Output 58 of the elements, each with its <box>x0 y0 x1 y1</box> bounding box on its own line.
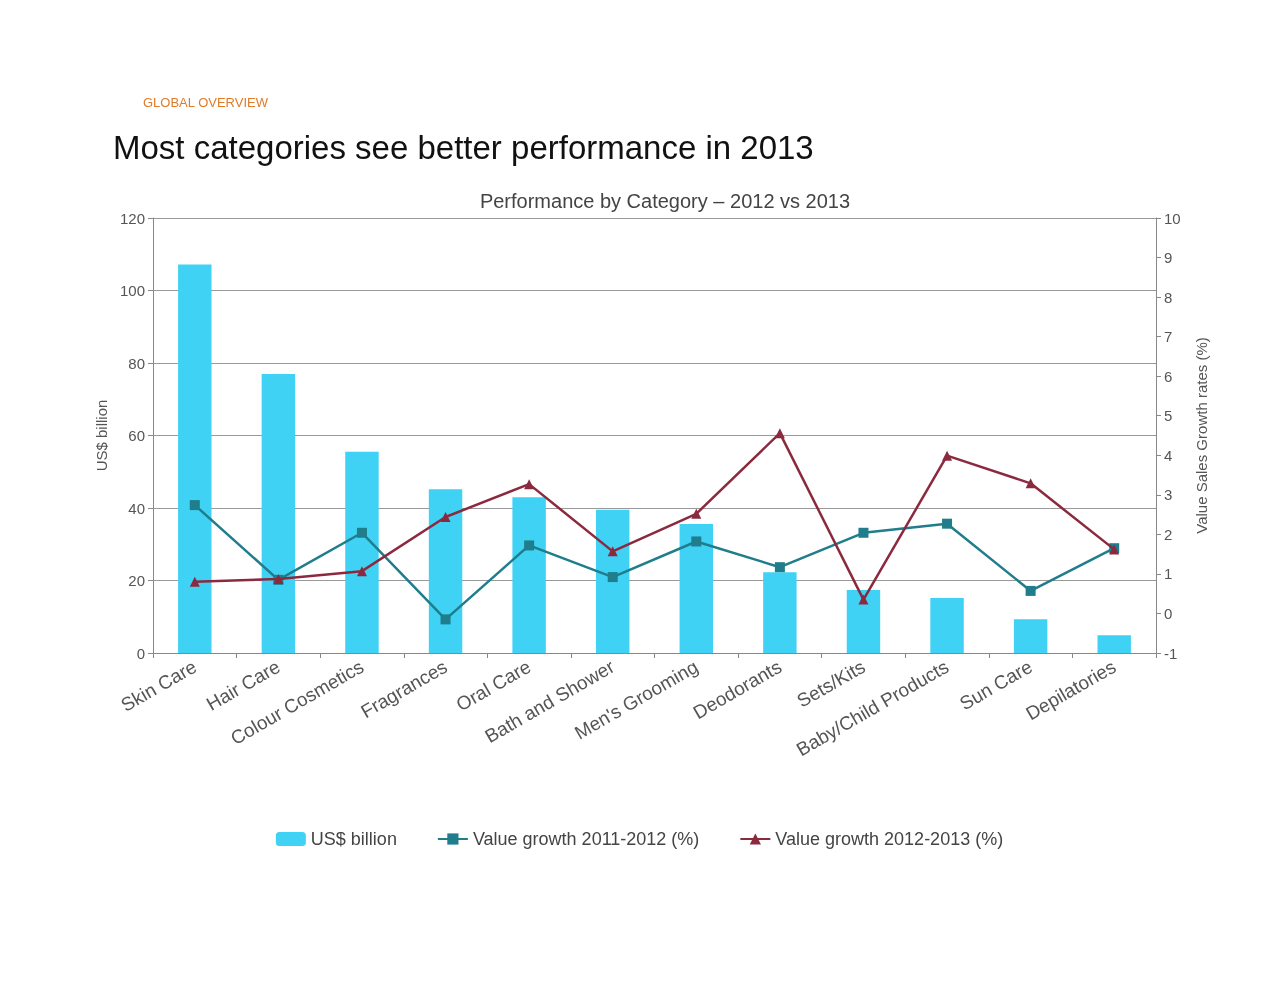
point <box>524 479 535 490</box>
y-tick-label: 60 <box>128 427 145 444</box>
bar <box>1013 619 1048 653</box>
bar <box>1097 635 1131 653</box>
point <box>691 536 702 547</box>
y2-tick-label: 2 <box>1164 525 1173 543</box>
point <box>607 572 618 583</box>
point <box>440 511 451 522</box>
y2-tick-label: 0 <box>1164 604 1173 622</box>
point <box>524 540 535 551</box>
point <box>691 508 702 519</box>
y2-tick-label: 3 <box>1164 486 1173 504</box>
bar <box>345 451 379 653</box>
point <box>942 518 953 529</box>
point <box>356 566 367 577</box>
y-tick-label: 80 <box>128 354 145 372</box>
y-tick-label: 20 <box>128 572 145 589</box>
chart-subtitle: Performance by Category – 2012 vs 2013 <box>479 190 851 212</box>
bar <box>679 523 714 653</box>
bar <box>595 509 630 653</box>
y2-tick-label: 6 <box>1164 367 1173 385</box>
bar <box>428 489 463 653</box>
y2-tick-label: 5 <box>1164 407 1173 425</box>
point <box>1025 585 1036 596</box>
y2-tick-label: 7 <box>1164 328 1173 346</box>
y2-tick-label: 9 <box>1164 249 1173 267</box>
y2-tick-label: 4 <box>1164 446 1173 464</box>
point <box>1025 478 1036 489</box>
y-tick-label: 40 <box>128 499 145 517</box>
point <box>858 527 869 538</box>
bar <box>261 373 296 653</box>
point <box>607 546 618 557</box>
bar <box>846 589 881 653</box>
y2-tick-label: 8 <box>1164 288 1173 306</box>
y2-tick-label: 1 <box>1164 565 1173 583</box>
bar <box>178 264 212 653</box>
bar <box>930 597 964 653</box>
point <box>942 450 953 461</box>
legend-label: Value growth 2012-2013 (%) <box>775 829 1004 849</box>
bar <box>763 572 797 653</box>
y2-axis-title: Value Sales Growth rates (%) <box>1193 337 1210 534</box>
point <box>858 594 869 605</box>
chart-title: Most categories see better performance in 2013 <box>113 129 814 166</box>
point <box>440 614 451 625</box>
y2-tick-label: 10 <box>1164 209 1181 227</box>
y2-tick-label: -1 <box>1164 644 1178 662</box>
y-tick-label: 0 <box>136 644 145 662</box>
y-tick-label: 100 <box>119 282 145 299</box>
point <box>356 527 367 538</box>
y-tick-label: 120 <box>119 209 145 227</box>
legend-label: Value growth 2011-2012 (%) <box>472 829 700 849</box>
y-axis-title: US$ billion <box>93 399 111 472</box>
legend-label: US$ billion <box>310 829 397 849</box>
point <box>774 562 785 573</box>
point <box>189 500 200 511</box>
point <box>189 576 200 587</box>
text: GLOBAL OVERVIEW <box>143 95 269 110</box>
bar <box>512 497 546 653</box>
